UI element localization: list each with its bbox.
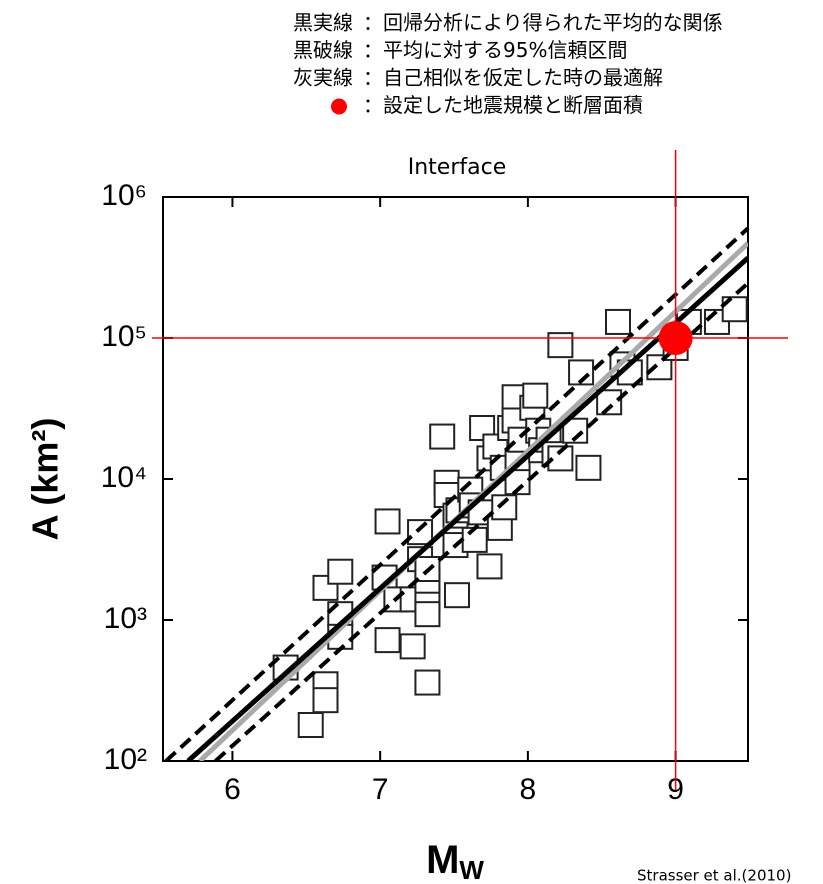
y-tick-label: 10⁴ <box>101 461 147 494</box>
y-tick-label: 10⁵ <box>101 320 147 353</box>
fit-line <box>186 256 748 761</box>
data-point <box>327 558 354 585</box>
data-point <box>414 669 441 696</box>
legend-text: ：平均に対する95%信頼区間 <box>363 38 627 62</box>
plot-area <box>164 226 748 761</box>
data-point <box>491 494 518 521</box>
data-point <box>461 526 488 553</box>
legend-text: ：回帰分析により得られた平均的な関係 <box>363 11 723 35</box>
legend-key: 黒破線 <box>293 38 353 62</box>
y-axis-label: A (km²) <box>25 418 66 541</box>
x-axis-label: MW <box>426 838 484 884</box>
data-point <box>721 296 748 323</box>
data-point <box>414 601 441 628</box>
legend-text: ：自己相似を仮定した時の最適解 <box>363 66 663 90</box>
x-tick-label: 7 <box>372 773 389 806</box>
highlight-point <box>658 321 693 355</box>
data-point <box>522 382 549 409</box>
data-point <box>575 454 602 481</box>
data-point <box>312 687 339 714</box>
data-point <box>374 627 401 654</box>
data-point <box>399 633 426 660</box>
data-point <box>407 519 434 546</box>
legend-text: ：設定した地震規模と断層面積 <box>363 93 643 117</box>
source-note: Strasser et al.(2010) <box>637 867 791 884</box>
data-point <box>297 712 324 739</box>
x-tick-label: 8 <box>520 773 537 806</box>
x-axis-label-sub: W <box>459 855 484 884</box>
y-tick-label: 10² <box>104 743 147 776</box>
legend-marker <box>331 98 347 115</box>
data-point <box>476 553 503 580</box>
data-point <box>605 308 631 335</box>
fit-line <box>164 226 748 761</box>
data-point <box>374 508 401 535</box>
legend-key: 灰実線 <box>293 66 353 90</box>
data-point <box>312 574 339 601</box>
chart-title: Interface <box>408 155 507 180</box>
data-point <box>547 332 574 359</box>
y-tick-label: 10³ <box>104 602 147 635</box>
y-tick-label: 10⁶ <box>101 179 147 212</box>
data-point <box>443 582 470 609</box>
data-point <box>429 423 456 450</box>
legend-key: 黒実線 <box>293 11 353 35</box>
x-axis-label-main: M <box>426 838 459 882</box>
data-point <box>596 389 623 416</box>
x-tick-label: 6 <box>224 773 241 806</box>
